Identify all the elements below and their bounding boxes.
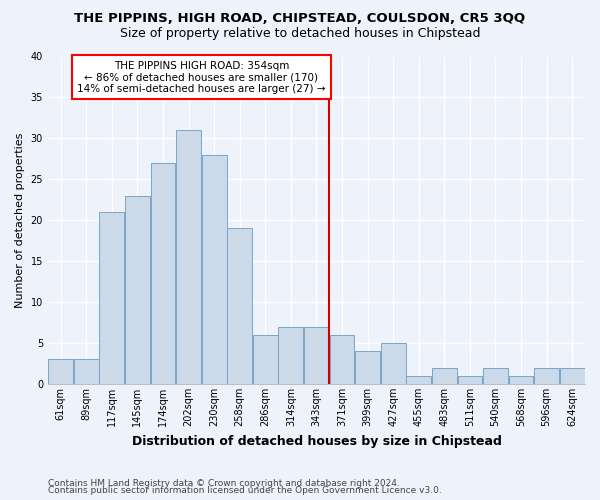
- X-axis label: Distribution of detached houses by size in Chipstead: Distribution of detached houses by size …: [131, 434, 502, 448]
- Bar: [458, 376, 482, 384]
- Bar: [534, 368, 559, 384]
- Text: THE PIPPINS, HIGH ROAD, CHIPSTEAD, COULSDON, CR5 3QQ: THE PIPPINS, HIGH ROAD, CHIPSTEAD, COULS…: [74, 12, 526, 26]
- Bar: [49, 360, 73, 384]
- Bar: [509, 376, 533, 384]
- Text: Contains public sector information licensed under the Open Government Licence v3: Contains public sector information licen…: [48, 486, 442, 495]
- Text: Size of property relative to detached houses in Chipstead: Size of property relative to detached ho…: [120, 28, 480, 40]
- Bar: [355, 352, 380, 384]
- Bar: [381, 343, 406, 384]
- Bar: [125, 196, 150, 384]
- Bar: [483, 368, 508, 384]
- Bar: [151, 163, 175, 384]
- Bar: [278, 326, 303, 384]
- Bar: [253, 335, 278, 384]
- Bar: [432, 368, 457, 384]
- Y-axis label: Number of detached properties: Number of detached properties: [15, 132, 25, 308]
- Bar: [176, 130, 201, 384]
- Bar: [304, 326, 329, 384]
- Bar: [202, 155, 227, 384]
- Bar: [227, 228, 252, 384]
- Text: Contains HM Land Registry data © Crown copyright and database right 2024.: Contains HM Land Registry data © Crown c…: [48, 478, 400, 488]
- Bar: [74, 360, 98, 384]
- Bar: [406, 376, 431, 384]
- Bar: [100, 212, 124, 384]
- Bar: [329, 335, 355, 384]
- Text: THE PIPPINS HIGH ROAD: 354sqm
← 86% of detached houses are smaller (170)
14% of : THE PIPPINS HIGH ROAD: 354sqm ← 86% of d…: [77, 60, 326, 94]
- Bar: [560, 368, 584, 384]
